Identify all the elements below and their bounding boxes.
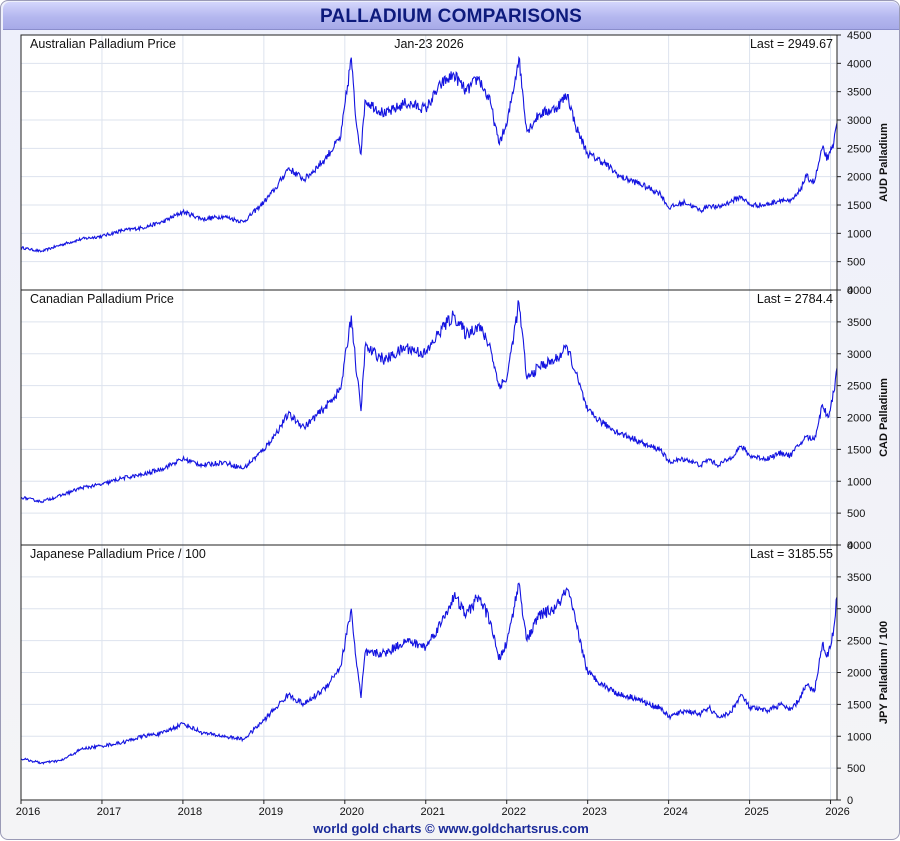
y-tick-label: 1500 xyxy=(847,200,871,212)
x-tick-label: 2021 xyxy=(421,806,445,818)
y-tick-label: 2000 xyxy=(847,668,871,680)
y-tick-label: 3500 xyxy=(847,317,871,329)
x-tick-label: 2018 xyxy=(178,806,202,818)
footer-credit: world gold charts © www.goldchartsrus.co… xyxy=(313,821,589,836)
panel-title: Japanese Palladium Price / 100 xyxy=(30,547,206,561)
y-tick-label: 3000 xyxy=(847,115,871,127)
y-tick-label: 2500 xyxy=(847,381,871,393)
x-tick-label: 2017 xyxy=(97,806,121,818)
y-tick-label: 1000 xyxy=(847,476,871,488)
y-tick-label: 1000 xyxy=(847,228,871,240)
plot-area xyxy=(21,35,837,290)
y-axis-title: JPY Palladium / 100 xyxy=(878,621,890,724)
y-axis-title: AUD Palladium xyxy=(878,123,890,202)
y-tick-label: 0 xyxy=(847,540,853,552)
y-axis-title: CAD Palladium xyxy=(878,378,890,457)
y-tick-label: 3500 xyxy=(847,572,871,584)
series-line xyxy=(20,300,838,504)
y-tick-label: 4000 xyxy=(847,540,871,552)
y-tick-label: 2000 xyxy=(847,413,871,425)
y-tick-label: 500 xyxy=(847,257,865,269)
y-tick-label: 500 xyxy=(847,763,865,775)
x-tick-label: 2020 xyxy=(340,806,364,818)
x-tick-label: 2026 xyxy=(825,806,849,818)
x-tick-label: 2023 xyxy=(582,806,606,818)
y-tick-label: 1500 xyxy=(847,444,871,456)
date-label: Jan-23 2026 xyxy=(394,37,464,51)
x-tick-label: 2019 xyxy=(259,806,283,818)
y-tick-label: 3000 xyxy=(847,349,871,361)
last-value-label: Last = 2784.4 xyxy=(757,292,833,306)
y-tick-label: 0 xyxy=(847,795,853,807)
panel-title: Australian Palladium Price xyxy=(30,37,176,51)
page-title: PALLADIUM COMPARISONS xyxy=(319,6,583,27)
title-bar: PALLADIUM COMPARISONS xyxy=(3,2,899,30)
y-tick-label: 4000 xyxy=(847,58,871,70)
y-tick-label: 2500 xyxy=(847,143,871,155)
y-tick-label: 500 xyxy=(847,508,865,520)
x-tick-label: 2024 xyxy=(663,806,687,818)
x-tick-label: 2025 xyxy=(744,806,768,818)
x-tick-label: 2022 xyxy=(501,806,525,818)
y-tick-label: 4500 xyxy=(847,30,871,42)
panel-title: Canadian Palladium Price xyxy=(30,292,174,306)
y-tick-label: 1500 xyxy=(847,699,871,711)
series-line xyxy=(20,55,838,253)
last-value-label: Last = 2949.67 xyxy=(750,37,833,51)
y-tick-label: 1000 xyxy=(847,731,871,743)
series-line xyxy=(20,582,838,765)
y-tick-label: 0 xyxy=(847,285,853,297)
x-tick-label: 2016 xyxy=(16,806,40,818)
y-tick-label: 4000 xyxy=(847,285,871,297)
y-tick-label: 2000 xyxy=(847,172,871,184)
y-tick-label: 3500 xyxy=(847,87,871,99)
y-tick-label: 2500 xyxy=(847,636,871,648)
y-tick-label: 3000 xyxy=(847,604,871,616)
last-value-label: Last = 3185.55 xyxy=(750,547,833,561)
